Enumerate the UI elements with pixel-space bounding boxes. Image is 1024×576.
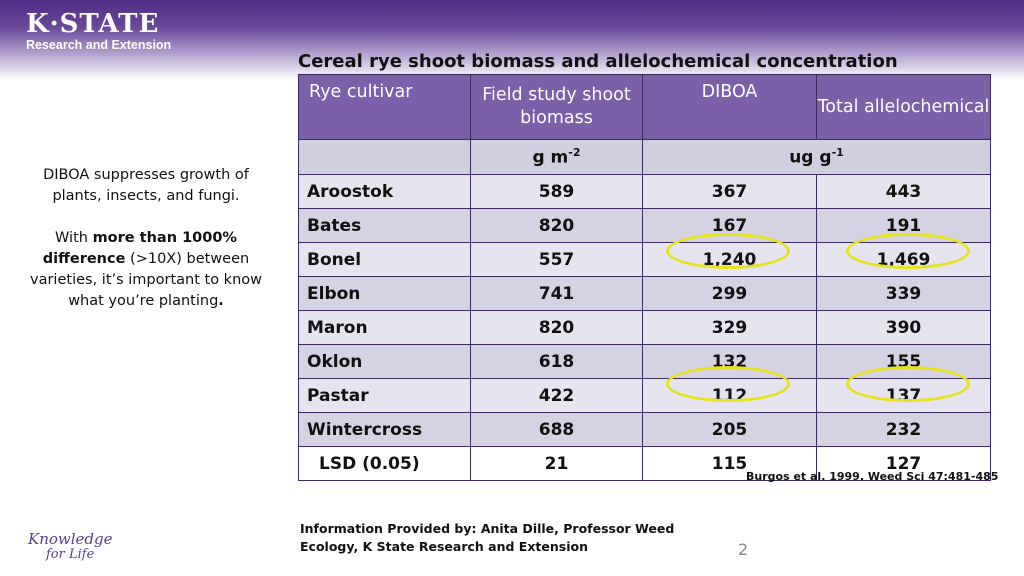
cell-cultivar: Oklon <box>298 344 471 379</box>
cell-total: 232 <box>816 412 991 447</box>
page-number: 2 <box>738 540 749 559</box>
cell-lsd-total: 127 <box>816 446 991 481</box>
cell-cultivar: Wintercross <box>298 412 471 447</box>
side-text-bold: more than 1000% difference <box>42 230 237 267</box>
cell-total: 390 <box>816 310 991 345</box>
side-text-block: DIBOA suppresses growth of plants, insec… <box>26 165 266 333</box>
cell-diboa: 299 <box>642 276 817 311</box>
biomass-table: Rye cultivar Field study shoot biomass D… <box>298 74 991 481</box>
units-conc-exp: -1 <box>831 146 844 160</box>
logo-sub-text: Research and Extension <box>26 38 172 52</box>
side-text-mid: (>10X) between varieties, it’s important… <box>30 251 262 309</box>
tagline-line-1: Knowledge <box>28 530 113 548</box>
side-text-paragraph-2: With more than 1000% difference (>10X) b… <box>26 228 266 312</box>
logo-main-text: K·STATE <box>26 9 160 39</box>
knowledge-for-life-logo: Knowledge for Life <box>28 530 113 563</box>
cell-biomass: 422 <box>470 378 643 413</box>
table-row: Aroostok 589 367 443 <box>298 174 991 209</box>
tagline-line-2: for Life <box>46 547 95 562</box>
table-row: Oklon 618 132 155 <box>298 344 991 379</box>
cell-biomass: 557 <box>470 242 643 277</box>
cell-total: 137 <box>816 378 991 413</box>
side-text-paragraph-1: DIBOA suppresses growth of plants, insec… <box>43 167 249 204</box>
units-empty-cell <box>298 139 471 175</box>
units-conc-base: ug g <box>789 147 832 168</box>
cell-total: 339 <box>816 276 991 311</box>
cell-total: 155 <box>816 344 991 379</box>
table-row: Maron 820 329 390 <box>298 310 991 345</box>
footer-info: Information Provided by: Anita Dille, Pr… <box>300 521 675 554</box>
cell-biomass: 618 <box>470 344 643 379</box>
cell-lsd-biomass: 21 <box>470 446 643 481</box>
cell-diboa: 132 <box>642 344 817 379</box>
cell-biomass: 741 <box>470 276 643 311</box>
units-concentration: ug g-1 <box>642 139 991 175</box>
cell-cultivar: Aroostok <box>298 174 471 209</box>
units-biomass: g m-2 <box>470 139 643 175</box>
cell-total: 1,469 <box>816 242 991 277</box>
cell-cultivar: Bonel <box>298 242 471 277</box>
header-diboa: DIBOA <box>642 74 817 140</box>
table-row: Bates 820 167 191 <box>298 208 991 243</box>
cell-total: 191 <box>816 208 991 243</box>
header-total: Total allelochemical <box>816 74 991 140</box>
cell-diboa: 112 <box>642 378 817 413</box>
cell-total: 443 <box>816 174 991 209</box>
table-row-lsd: LSD (0.05) 21 115 127 <box>298 446 991 481</box>
citation: Burgos et al. 1999. Weed Sci 47:481-485 <box>746 470 999 483</box>
cell-diboa: 205 <box>642 412 817 447</box>
cell-cultivar: Bates <box>298 208 471 243</box>
cell-diboa: 367 <box>642 174 817 209</box>
header-band <box>0 0 1024 80</box>
side-text-pre: With <box>55 230 93 246</box>
table-units-row: g m-2 ug g-1 <box>298 139 991 175</box>
cell-biomass: 820 <box>470 208 643 243</box>
slide-title: Cereal rye shoot biomass and allelochemi… <box>298 51 898 72</box>
kstate-logo: K·STATE Research and Extension <box>26 10 171 52</box>
cell-biomass: 589 <box>470 174 643 209</box>
cell-diboa: 329 <box>642 310 817 345</box>
cell-cultivar: Maron <box>298 310 471 345</box>
table-row: Elbon 741 299 339 <box>298 276 991 311</box>
header-cultivar: Rye cultivar <box>298 74 471 140</box>
table-row: Pastar 422 112 137 <box>298 378 991 413</box>
units-biomass-base: g m <box>532 147 569 168</box>
side-text-end: . <box>218 293 224 309</box>
table-row: Wintercross 688 205 232 <box>298 412 991 447</box>
table-row: Bonel 557 1,240 1,469 <box>298 242 991 277</box>
cell-cultivar: Elbon <box>298 276 471 311</box>
cell-biomass: 688 <box>470 412 643 447</box>
cell-lsd-label: LSD (0.05) <box>298 446 471 481</box>
cell-cultivar: Pastar <box>298 378 471 413</box>
cell-biomass: 820 <box>470 310 643 345</box>
header-biomass: Field study shoot biomass <box>470 74 643 140</box>
table-header-row: Rye cultivar Field study shoot biomass D… <box>298 74 991 140</box>
cell-diboa: 1,240 <box>642 242 817 277</box>
cell-lsd-diboa: 115 <box>642 446 817 481</box>
cell-diboa: 167 <box>642 208 817 243</box>
units-biomass-exp: -2 <box>568 146 581 160</box>
